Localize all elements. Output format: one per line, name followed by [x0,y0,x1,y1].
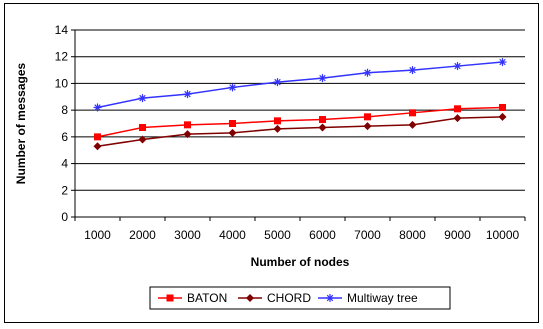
data-point [318,123,327,132]
data-point [273,124,282,133]
legend: BATON CHORD Multiway tree [149,286,451,310]
data-point [228,83,237,92]
legend-label: BATON [187,291,227,305]
legend-entry: CHORD [238,291,311,305]
data-point [93,142,102,151]
data-point [499,103,506,111]
legend-swatch-marker [326,294,334,302]
chart-frame: 0 2 4 6 8 10 12 14 1000 2000 3000 4000 5000 6000 7000 8… [4,3,539,323]
data-point [453,114,462,123]
data-point [94,133,101,141]
legend-entry: Multiway tree [318,291,418,305]
x-tick-label: 7000 [354,228,381,242]
y-tick-label: 14 [55,23,69,37]
data-point [184,121,191,129]
legend-swatch-marker [246,294,254,302]
x-tick-label: 9000 [444,228,471,242]
x-tick-label: 6000 [309,228,336,242]
legend-label: Multiway tree [347,291,418,305]
x-tick-label: 10000 [486,228,520,242]
data-point [363,122,372,131]
data-point [93,103,102,112]
data-point [454,105,461,113]
series-lines [93,58,507,151]
series-line [97,106,503,138]
gridlines [75,29,525,191]
y-tick-label: 2 [61,183,68,197]
axes: 0 2 4 6 8 10 12 14 1000 2000 3000 4000 5000 6000 7000 8… [55,23,526,242]
data-point [139,124,146,132]
data-point [363,68,372,77]
series-multiway-tree [93,58,507,112]
y-tick-label: 6 [61,130,68,144]
y-axis-title: Number of messages [14,62,28,184]
line-chart: 0 2 4 6 8 10 12 14 1000 2000 3000 4000 5000 6000 7000 8… [14,23,526,310]
data-point [364,113,371,121]
data-point [138,94,147,103]
x-tick-label: 1000 [84,228,111,242]
legend-box [149,286,451,310]
data-point [409,109,416,117]
data-point [498,112,507,121]
data-point [138,135,147,144]
y-tick-label: 10 [55,76,69,90]
data-point [273,78,282,87]
data-point [408,66,417,75]
series-chord [93,112,507,151]
x-axis-title: Number of nodes [251,255,350,269]
y-tick-label: 0 [61,210,68,224]
y-tick-label: 4 [61,157,68,171]
data-point [318,74,327,83]
series-line [97,116,503,147]
data-point [228,128,237,137]
series-line [97,61,503,109]
x-tick-label: 4000 [219,228,246,242]
data-point [453,62,462,71]
y-tick-label: 12 [55,50,69,64]
data-point [319,115,326,123]
data-point [274,117,281,125]
legend-swatch-marker [166,294,174,302]
series-baton [94,103,506,141]
data-point [498,58,507,67]
data-point [408,120,417,129]
x-tick-label: 5000 [264,228,291,242]
data-point [183,130,192,139]
x-tick-label: 2000 [129,228,156,242]
data-point [229,120,236,127]
legend-entry: BATON [158,291,227,305]
x-tick-label: 8000 [399,228,426,242]
y-tick-label: 8 [61,103,68,117]
data-point [183,90,192,99]
x-tick-label: 3000 [174,228,201,242]
legend-label: CHORD [267,291,311,305]
